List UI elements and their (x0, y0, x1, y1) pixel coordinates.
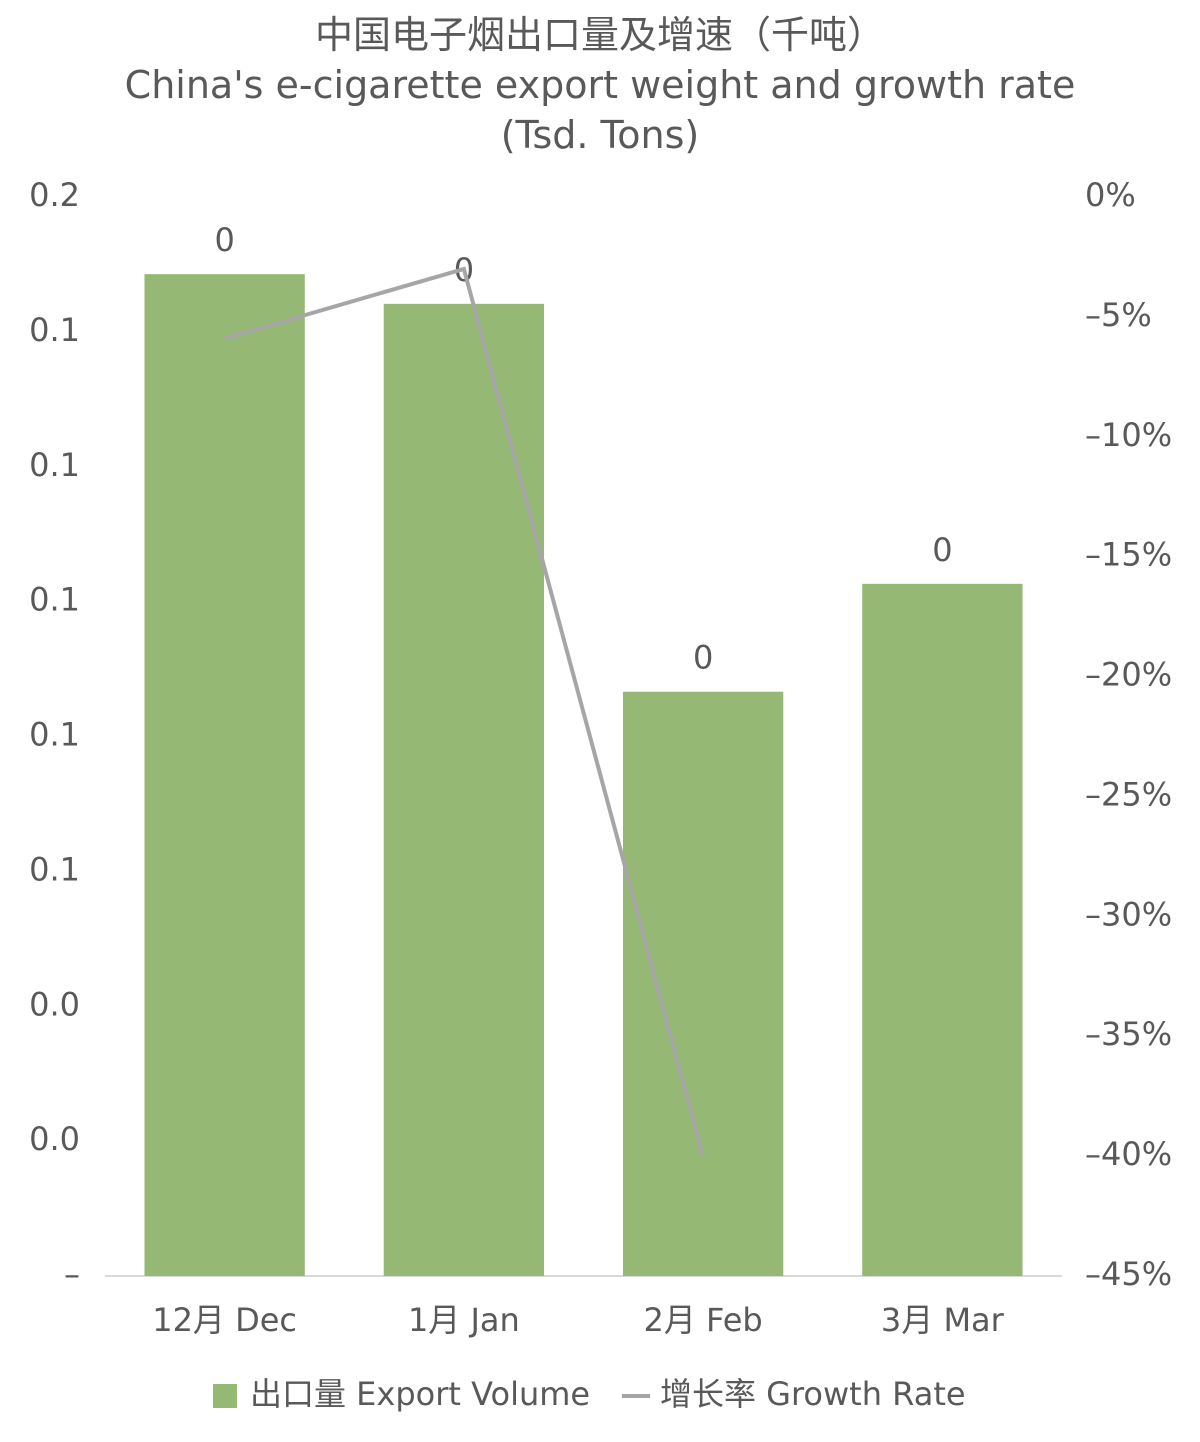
bar (862, 583, 1023, 1276)
y2-tick-label: –20% (1085, 656, 1172, 694)
y2-tick-label: –30% (1085, 895, 1172, 933)
y-tick-label: 0.2 (29, 176, 80, 214)
y-tick-label: 0.1 (29, 581, 80, 619)
y2-tick-label: –5% (1085, 296, 1152, 334)
x-tick-label: 2月 Feb (644, 1301, 763, 1339)
bar (144, 274, 305, 1276)
y-tick-label: 0.1 (29, 850, 80, 888)
y2-tick-label: –35% (1085, 1015, 1172, 1053)
y2-tick-label: –40% (1085, 1135, 1172, 1173)
legend-label: 出口量 Export Volume (250, 1375, 590, 1413)
x-tick-label: 1月 Jan (408, 1301, 520, 1339)
data-label: 0 (693, 639, 713, 677)
y-tick-label: – (64, 1255, 80, 1293)
chart-title: 中国电子烟出口量及增速（千吨） (314, 13, 885, 57)
y-tick-label: 0.1 (29, 311, 80, 349)
y2-tick-label: 0% (1085, 176, 1136, 214)
y-tick-label: 0.0 (29, 1120, 80, 1158)
bar (622, 691, 784, 1276)
y2-tick-label: –15% (1085, 536, 1172, 574)
bar (383, 303, 545, 1276)
x-tick-label: 3月 Mar (881, 1301, 1005, 1339)
data-label: 0 (932, 531, 952, 569)
data-label: 0 (214, 221, 234, 259)
legend-swatch (213, 1384, 237, 1408)
y-tick-label: 0.1 (29, 716, 80, 754)
line (224, 266, 706, 1157)
y2-tick-label: –45% (1085, 1255, 1172, 1293)
chart-subtitle: China's e-cigarette export weight and gr… (124, 63, 1076, 157)
titles: 中国电子烟出口量及增速（千吨） China's e-cigarette expo… (100, 10, 1100, 160)
y-tick-label: 0.1 (29, 446, 80, 484)
y-tick-label: 0.0 (29, 985, 80, 1023)
x-tick-label: 12月 Dec (152, 1301, 297, 1339)
y2-tick-label: –25% (1085, 775, 1172, 813)
y2-tick-label: –10% (1085, 416, 1172, 454)
legend-label: 增长率 Growth Rate (660, 1375, 966, 1413)
